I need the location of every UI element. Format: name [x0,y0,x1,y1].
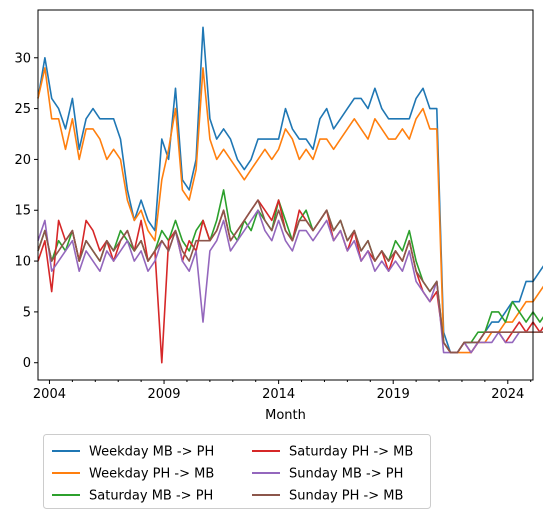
y-axis: 0 5 10 15 20 25 30 [14,51,38,371]
series-line-3 [37,189,543,354]
x-tick-label: 2009 [147,387,180,402]
y-tick-label: 30 [14,51,31,66]
legend-entry-label: Sunday PH -> MB [289,489,403,504]
x-tick-label: 2014 [262,387,295,402]
y-tick-label: 15 [14,204,31,219]
series-line-6 [37,199,543,354]
legend-entry-label: Weekday PH -> MB [89,467,214,482]
x-tick-label: 2019 [377,387,410,402]
legend-box [43,434,431,509]
x-tick-label: 2004 [33,387,66,402]
series-layer [37,26,543,364]
legend: Weekday MB -> PH Weekday PH -> MB Saturday… [43,434,431,509]
y-tick-label: 5 [23,305,31,320]
legend-entry-label: Weekday MB -> PH [89,445,214,460]
y-tick-label: 10 [14,255,31,270]
series-line-1 [37,26,543,354]
y-tick-label: 25 [14,102,31,117]
y-tick-label: 0 [23,356,31,371]
x-tick-label: 2024 [491,387,524,402]
series-line-2 [37,67,543,354]
legend-entry-label: Sunday MB -> PH [289,467,403,482]
series-line-4 [37,199,543,364]
plot-area-frame [37,9,534,381]
x-axis-label: Month [265,408,306,423]
series-line-5 [37,209,543,354]
legend-entry-label: Saturday MB -> PH [89,489,213,504]
legend-entry-label: Saturday PH -> MB [289,445,413,460]
y-tick-label: 20 [14,153,31,168]
x-axis: 2004 2009 2014 2019 2024 [33,380,532,402]
